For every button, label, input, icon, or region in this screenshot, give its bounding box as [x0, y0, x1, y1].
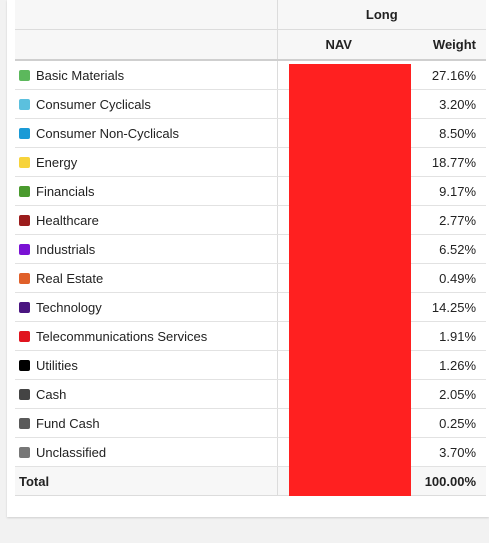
- sector-name-cell: Technology: [15, 292, 277, 322]
- sector-name-cell: Consumer Non-Cyclicals: [15, 118, 277, 148]
- legend-swatch-icon: [19, 417, 30, 429]
- sector-name-cell: Cash: [15, 379, 277, 409]
- sector-label: Consumer Non-Cyclicals: [36, 125, 180, 141]
- sector-label: Unclassified: [36, 444, 107, 460]
- weight-cell: 8.50%: [400, 118, 487, 148]
- table-body: Basic Materials 27.16% Consumer Cyclicals 3…: [15, 60, 487, 467]
- legend-swatch-icon: [19, 69, 30, 81]
- sector-name-cell: Utilities: [15, 350, 277, 380]
- weight-cell: 6.52%: [400, 234, 487, 264]
- long-group-header: Long: [276, 0, 487, 30]
- legend-swatch-icon: [19, 98, 30, 110]
- table-row[interactable]: Consumer Non-Cyclicals 8.50%: [15, 118, 487, 148]
- sector-name-cell: Telecommunications Services: [15, 321, 277, 351]
- weight-column-header[interactable]: Weight: [400, 29, 487, 61]
- weight-cell: 9.17%: [400, 176, 487, 206]
- total-label: Total: [15, 466, 277, 496]
- header-empty-cell: [15, 0, 277, 30]
- weight-cell: 2.05%: [400, 379, 487, 409]
- total-row: Total 100.00%: [15, 466, 487, 496]
- legend-swatch-icon: [19, 214, 30, 226]
- sector-label: Utilities: [36, 357, 78, 373]
- sector-label: Energy: [36, 154, 78, 170]
- legend-swatch-icon: [19, 243, 30, 255]
- table-row[interactable]: Technology 14.25%: [15, 292, 487, 322]
- weight-cell: 14.25%: [400, 292, 487, 322]
- legend-swatch-icon: [19, 446, 30, 458]
- weight-cell: 0.49%: [400, 263, 487, 293]
- header-name-cell: [15, 29, 277, 61]
- weight-cell: 18.77%: [400, 147, 487, 177]
- sector-label: Consumer Cyclicals: [36, 96, 151, 112]
- sector-name-cell: Energy: [15, 147, 277, 177]
- sector-label: Real Estate: [36, 270, 104, 286]
- sector-name-cell: Consumer Cyclicals: [15, 89, 277, 119]
- sector-label: Cash: [36, 386, 67, 402]
- sector-name-cell: Basic Materials: [15, 60, 277, 90]
- legend-swatch-icon: [19, 272, 30, 284]
- sector-label: Healthcare: [36, 212, 99, 228]
- sector-name-cell: Real Estate: [15, 263, 277, 293]
- sector-allocation-table: Long NAV Weight Basic Materials 27.16% Con…: [15, 0, 487, 496]
- legend-swatch-icon: [19, 359, 30, 371]
- sector-name-cell: Financials: [15, 176, 277, 206]
- sector-label: Technology: [36, 299, 102, 315]
- nav-column-header[interactable]: NAV: [276, 29, 400, 61]
- sector-label: Basic Materials: [36, 67, 125, 83]
- total-weight: 100.00%: [400, 466, 487, 496]
- legend-swatch-icon: [19, 388, 30, 400]
- sector-label: Financials: [36, 183, 95, 199]
- sector-name-cell: Industrials: [15, 234, 277, 264]
- sector-label: Telecommunications Services: [36, 328, 208, 344]
- table-row[interactable]: Healthcare 2.77%: [15, 205, 487, 235]
- table-row[interactable]: Fund Cash 0.25%: [15, 408, 487, 438]
- table-row[interactable]: Unclassified 3.70%: [15, 437, 487, 467]
- table-row[interactable]: Real Estate 0.49%: [15, 263, 487, 293]
- sector-name-cell: Healthcare: [15, 205, 277, 235]
- sector-label: Fund Cash: [36, 415, 100, 431]
- table-row[interactable]: Consumer Cyclicals 3.20%: [15, 89, 487, 119]
- sector-name-cell: Fund Cash: [15, 408, 277, 438]
- weight-cell: 2.77%: [400, 205, 487, 235]
- table-row[interactable]: Utilities 1.26%: [15, 350, 487, 380]
- weight-cell: 3.70%: [400, 437, 487, 467]
- weight-cell: 1.91%: [400, 321, 487, 351]
- table-row[interactable]: Financials 9.17%: [15, 176, 487, 206]
- table-row[interactable]: Energy 18.77%: [15, 147, 487, 177]
- weight-cell: 3.20%: [400, 89, 487, 119]
- sector-label: Industrials: [36, 241, 96, 257]
- legend-swatch-icon: [19, 330, 30, 342]
- nav-bar-fill: [289, 64, 411, 496]
- legend-swatch-icon: [19, 185, 30, 197]
- table-row[interactable]: Industrials 6.52%: [15, 234, 487, 264]
- legend-swatch-icon: [19, 156, 30, 168]
- table-row[interactable]: Cash 2.05%: [15, 379, 487, 409]
- sector-name-cell: Unclassified: [15, 437, 277, 467]
- weight-cell: 27.16%: [400, 60, 487, 90]
- table-row[interactable]: Basic Materials 27.16%: [15, 60, 487, 90]
- legend-swatch-icon: [19, 127, 30, 139]
- header-row-group: Long: [15, 0, 487, 30]
- weight-cell: 0.25%: [400, 408, 487, 438]
- header-row-columns: NAV Weight: [15, 29, 487, 61]
- table-row[interactable]: Telecommunications Services 1.91%: [15, 321, 487, 351]
- legend-swatch-icon: [19, 301, 30, 313]
- weight-cell: 1.26%: [400, 350, 487, 380]
